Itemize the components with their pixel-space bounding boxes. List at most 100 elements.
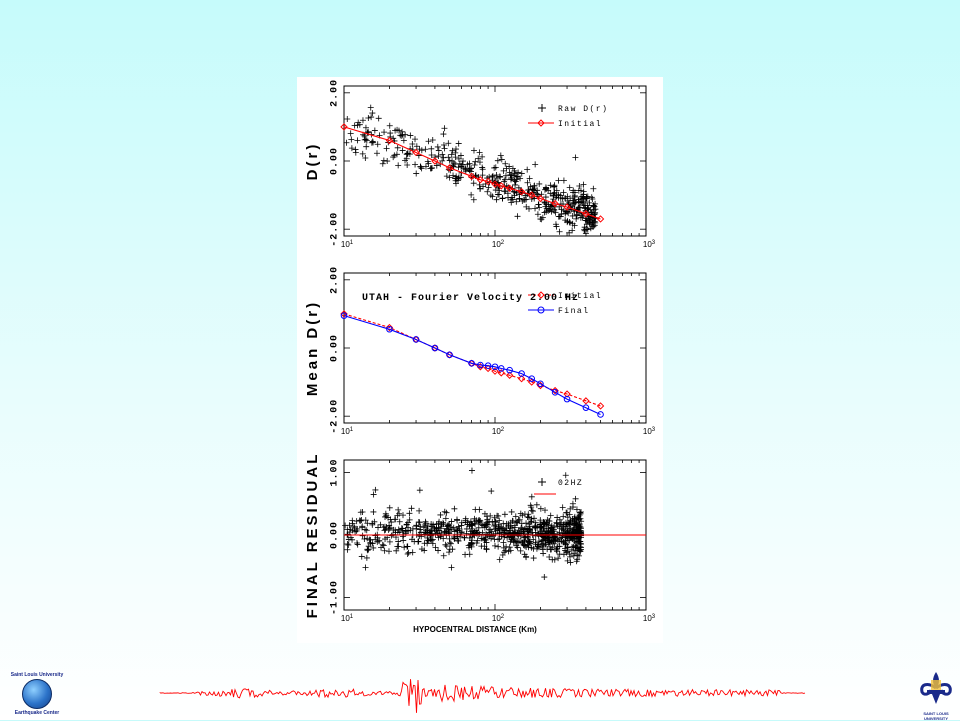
raw-point (551, 183, 558, 190)
raw-point (400, 137, 407, 144)
initial-point (484, 177, 492, 186)
raw-point (589, 195, 596, 202)
raw-point (386, 122, 393, 129)
raw-point (502, 547, 509, 554)
raw-point (511, 167, 518, 174)
raw-point (381, 527, 388, 534)
raw-point (443, 543, 450, 550)
raw-point (359, 532, 366, 539)
raw-point (567, 529, 574, 536)
y-tick-label: -2.00 (330, 399, 341, 434)
raw-point (551, 189, 558, 196)
raw-point (489, 172, 496, 179)
raw-point (575, 187, 582, 194)
raw-point (445, 154, 452, 161)
raw-point (395, 506, 402, 513)
raw-point (347, 130, 354, 137)
final-point (506, 366, 513, 374)
raw-point (370, 544, 377, 551)
raw-point (566, 184, 573, 191)
legend-marker-circle (537, 306, 545, 314)
raw-point (453, 527, 460, 534)
raw-point (369, 110, 376, 117)
raw-point (429, 540, 436, 547)
initial-point (596, 215, 605, 223)
raw-point (479, 172, 486, 179)
raw-point (566, 229, 573, 236)
raw-point (476, 159, 483, 166)
x-tick-label: 102 (492, 240, 505, 249)
raw-point (409, 549, 416, 556)
y-tick-label: 2.00 (330, 266, 341, 294)
raw-point (491, 164, 498, 171)
raw-point (359, 150, 366, 157)
raw-point (458, 529, 465, 536)
raw-point (454, 537, 461, 544)
raw-point (424, 523, 431, 530)
y-tick-label: -2.00 (330, 212, 341, 247)
initial-point (582, 397, 590, 405)
raw-point (537, 528, 544, 535)
raw-point (529, 508, 536, 515)
raw-point (569, 535, 576, 542)
raw-point (513, 519, 520, 526)
su-logo-text-top: SAINT LOUIS (923, 711, 949, 716)
raw-point (402, 528, 409, 535)
raw-point (551, 540, 558, 547)
raw-point (404, 161, 411, 168)
raw-point (575, 531, 582, 538)
raw-point (491, 542, 498, 549)
slu-logo-text-top: Saint Louis University (10, 672, 64, 678)
raw-point (395, 538, 402, 545)
raw-point (561, 521, 568, 528)
raw-point (362, 124, 369, 131)
raw-point (393, 547, 400, 554)
final-point (484, 362, 492, 370)
raw-point (470, 196, 477, 203)
raw-point (345, 542, 352, 549)
raw-point (517, 547, 524, 554)
raw-point (492, 522, 499, 529)
raw-point (488, 528, 495, 535)
raw-point (521, 511, 528, 518)
final-point (597, 411, 604, 418)
final-point (518, 370, 525, 377)
raw-point (550, 196, 557, 203)
y-tick-label: 0.00 (330, 521, 341, 549)
raw-point (413, 143, 420, 150)
initial-point (596, 402, 605, 410)
raw-point (550, 538, 557, 545)
raw-point (359, 117, 366, 124)
raw-point (471, 161, 478, 168)
legend-marker-plus (538, 478, 546, 486)
raw-point (525, 514, 532, 521)
raw-point (512, 522, 519, 529)
initial-point (517, 374, 526, 383)
raw-point (558, 519, 565, 526)
initial-point (412, 148, 420, 157)
raw-point (551, 556, 558, 563)
raw-point (385, 548, 392, 555)
initial-point (476, 363, 485, 371)
raw-point (463, 530, 470, 537)
raw-point (577, 510, 584, 517)
raw-point (559, 504, 566, 511)
raw-point (354, 122, 361, 129)
raw-point (576, 520, 583, 527)
raw-point (589, 223, 596, 230)
raw-point (433, 525, 440, 532)
raw-point (528, 493, 535, 500)
x-tick-exponent: 1 (350, 240, 354, 246)
raw-point (396, 510, 403, 517)
y-tick-label: 0.00 (330, 334, 341, 362)
raw-point (441, 125, 448, 132)
raw-point (472, 506, 479, 513)
raw-point (573, 506, 580, 513)
raw-point (523, 554, 530, 561)
raw-point (438, 530, 445, 537)
initial-point (527, 191, 536, 199)
raw-point (383, 512, 390, 519)
x-tick-exponent: 1 (350, 614, 354, 620)
final-point (582, 404, 590, 411)
